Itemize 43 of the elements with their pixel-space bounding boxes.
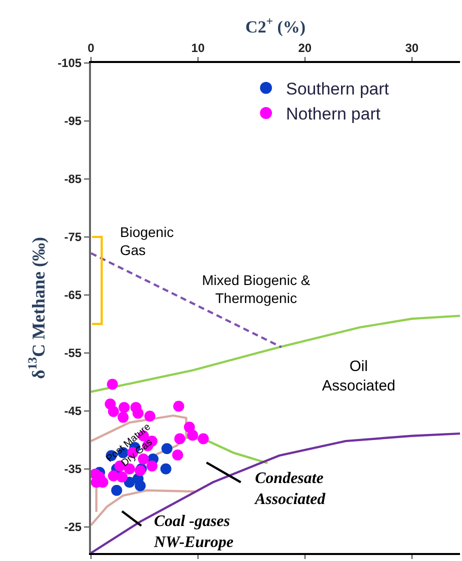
y-tick-label: -45 [64,404,82,418]
point [106,378,118,390]
y-tick-label: -105 [58,56,82,70]
legend-label: Nothern part [286,104,381,124]
annotation: Oil Associated [322,358,396,394]
point [138,454,149,465]
y-tick-label: -75 [64,230,82,244]
point [108,406,119,418]
annotation: Condesate Associated [254,470,326,508]
y-tick-label: -55 [64,346,82,360]
x-tick-label: 20 [298,41,312,56]
point [187,430,198,441]
point [132,408,144,419]
point [174,433,186,444]
y-tick-label: -35 [64,462,82,476]
point [118,402,130,413]
point [161,443,172,454]
line-series [91,314,460,393]
point [111,484,122,496]
x-tick-label: 0 [88,41,95,56]
point [184,422,195,433]
y-tick-label: -95 [64,114,82,128]
x-tick-label: 30 [405,41,419,56]
point [146,460,158,472]
y-tick-label: -65 [64,288,82,302]
point [108,470,119,482]
annotation: Coal -gases NW-Europe [153,513,234,551]
y-tick-label: -85 [64,172,82,186]
point [160,463,172,474]
point [173,400,184,412]
x-axis-title: C2$^{+}$ (%) [245,14,306,36]
legend-label: Southern part [286,80,390,99]
point [172,450,184,460]
point [90,468,101,480]
point [198,433,209,444]
annotation: Mixed Biogenic & Thermogenic [202,272,311,306]
point [134,480,146,492]
point [144,410,156,422]
y-tick-label: -25 [64,520,82,534]
x-tick-label: 10 [191,41,205,56]
point [124,476,135,488]
point [118,412,129,423]
annotation: Biogenic Gas [120,224,174,258]
